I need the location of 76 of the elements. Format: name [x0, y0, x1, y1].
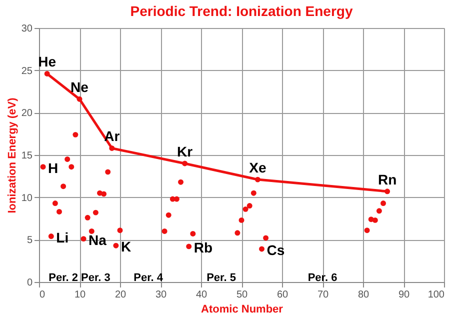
- y-tick-label: 25: [21, 66, 33, 77]
- point: [68, 164, 74, 170]
- point: [364, 228, 370, 234]
- x-tick-label: 80: [358, 290, 370, 300]
- annotation: Cs: [266, 242, 285, 258]
- annotation: Per. 6: [308, 272, 338, 284]
- annotation: Rb: [194, 239, 213, 256]
- annotation: He: [38, 54, 56, 70]
- annotation: Per. 5: [206, 272, 236, 284]
- point: [372, 217, 378, 223]
- y-axis-title: Ionization Energy (eV): [6, 97, 18, 214]
- point: [182, 160, 188, 166]
- point: [84, 214, 90, 220]
- y-tick-label: 15: [21, 150, 33, 162]
- annotation: Per. 3: [81, 272, 110, 284]
- y-tick-label: 30: [21, 24, 33, 34]
- point: [190, 231, 196, 236]
- point: [246, 203, 252, 209]
- x-axis-title: Atomic Number: [201, 304, 284, 316]
- point: [48, 234, 54, 240]
- point: [76, 96, 82, 102]
- y-tick-label: 10: [21, 192, 33, 204]
- point: [80, 236, 86, 242]
- annotation: Ne: [70, 79, 89, 96]
- y-tick-label: 0: [26, 278, 33, 288]
- point: [242, 206, 248, 212]
- point: [117, 228, 123, 234]
- point: [166, 212, 172, 218]
- point: [40, 164, 46, 170]
- point: [186, 244, 192, 250]
- point: [376, 208, 382, 214]
- point: [52, 200, 58, 206]
- point: [380, 200, 386, 206]
- point: [384, 188, 390, 194]
- point: [178, 179, 184, 185]
- point: [109, 145, 115, 151]
- annotation: Xe: [249, 160, 266, 176]
- annotation: Li: [56, 229, 69, 246]
- point: [234, 230, 240, 236]
- point: [60, 184, 66, 190]
- point: [101, 191, 107, 197]
- point: [250, 190, 256, 196]
- x-tick-label: 60: [276, 290, 288, 300]
- x-tick-label: 70: [317, 290, 329, 300]
- y-tick-label: 5: [26, 235, 33, 246]
- x-tick-label: 40: [196, 290, 208, 300]
- annotation: Per. 2: [48, 272, 78, 284]
- point: [64, 156, 70, 162]
- point: [254, 176, 260, 182]
- annotation: Kr: [177, 143, 194, 160]
- point: [263, 235, 269, 241]
- annotation: K: [120, 238, 132, 255]
- point: [56, 208, 62, 214]
- x-tick-label: 20: [114, 290, 126, 300]
- point: [113, 242, 119, 248]
- annotation: Rn: [378, 171, 397, 188]
- point: [162, 228, 168, 234]
- point: [259, 246, 264, 252]
- x-tick-label: 30: [155, 290, 167, 300]
- point: [88, 228, 94, 234]
- x-tick-label: 100: [428, 290, 445, 300]
- point: [72, 132, 78, 138]
- point: [105, 169, 111, 175]
- x-tick-label: 50: [236, 290, 248, 300]
- x-tick-label: 10: [74, 290, 86, 300]
- point: [238, 217, 244, 223]
- x-tick-label: 90: [398, 290, 410, 300]
- x-tick-label: 0: [40, 290, 46, 300]
- annotation: Na: [88, 232, 107, 248]
- annotation: H: [48, 160, 58, 176]
- y-tick-label: 20: [21, 108, 33, 120]
- annotation: Ar: [104, 128, 120, 144]
- point: [44, 70, 50, 76]
- chart-title: Periodic Trend: Ionization Energy: [130, 3, 353, 19]
- annotation: Per. 4: [134, 272, 164, 284]
- point: [92, 210, 98, 216]
